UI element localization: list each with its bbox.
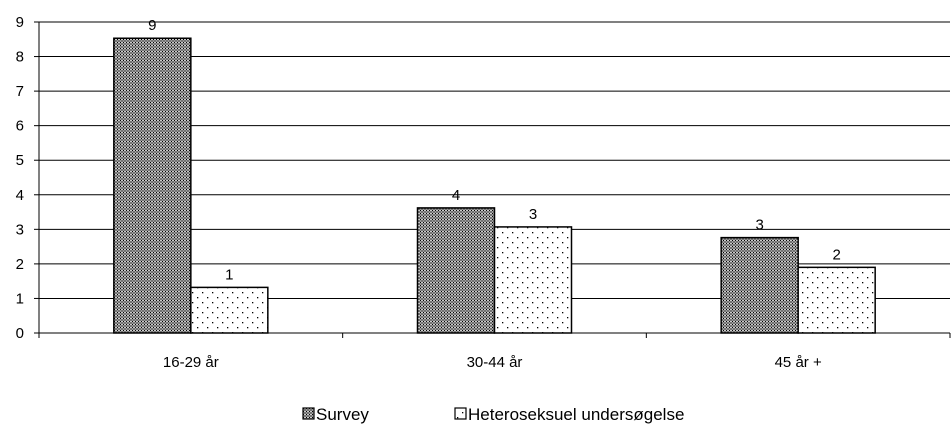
y-tick-label: 5 (16, 152, 24, 169)
legend-swatch-survey (302, 407, 315, 420)
data-label: 1 (225, 266, 233, 283)
labels: 0 1 2 3 4 5 6 7 8 9 9 1 16-29 år 4 3 30-44 år 3 2 45 år + (16, 14, 841, 371)
x-category-label: 30-44 år (467, 354, 523, 371)
legend: Survey Heteroseksuel undersøgelse (302, 405, 684, 424)
legend-label: Survey (316, 405, 369, 424)
x-category-label: 45 år + (775, 354, 822, 371)
bar-heteroseksuel-3 (797, 266, 876, 334)
bar-survey-1 (113, 37, 192, 334)
y-tick-label: 1 (16, 290, 24, 307)
data-label: 9 (148, 17, 156, 34)
bar-heteroseksuel-2 (493, 226, 573, 334)
y-tick-label: 0 (16, 325, 24, 342)
y-tick-label: 9 (16, 14, 24, 31)
y-tick-label: 3 (16, 221, 24, 238)
legend-swatch-heteroseksuel (454, 407, 467, 420)
bar-survey-2 (416, 207, 496, 334)
y-tick-label: 4 (16, 187, 24, 204)
data-label: 4 (452, 187, 460, 204)
y-tick-label: 6 (16, 118, 24, 135)
data-label: 2 (832, 246, 840, 263)
legend-label: Heteroseksuel undersøgelse (468, 405, 684, 424)
bar-heteroseksuel-1 (190, 286, 269, 334)
data-label: 3 (529, 206, 537, 223)
bar-survey-3 (720, 236, 799, 334)
bars (113, 37, 876, 334)
x-category-label: 16-29 år (163, 354, 219, 371)
y-tick-label: 7 (16, 83, 24, 100)
data-label: 3 (755, 217, 763, 234)
y-tick-label: 8 (16, 49, 24, 66)
y-tick-label: 2 (16, 256, 24, 273)
